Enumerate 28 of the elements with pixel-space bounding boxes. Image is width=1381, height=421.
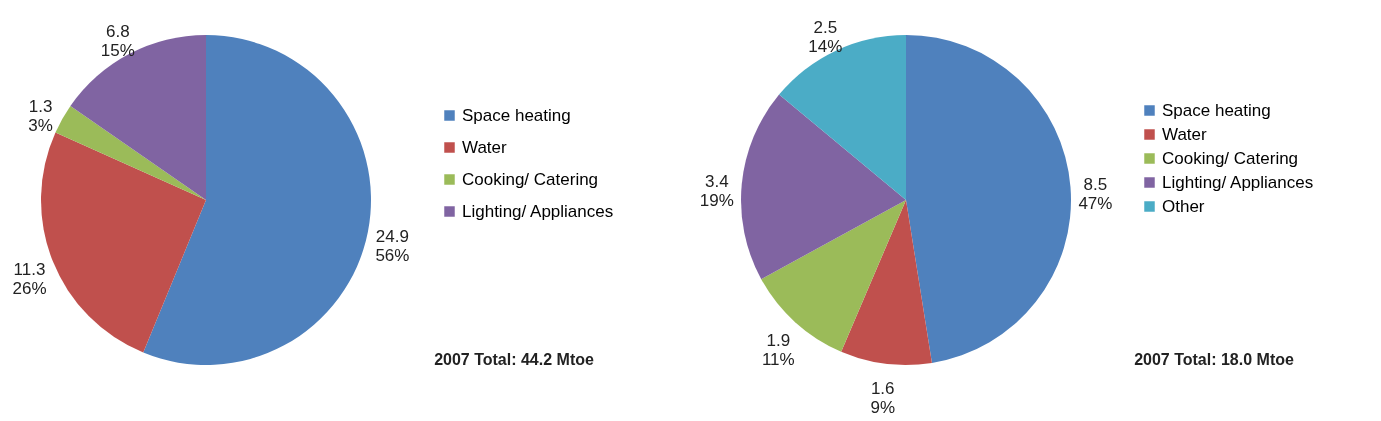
data-label: 11.3 26%	[12, 260, 47, 299]
data-label: 3.4 19%	[699, 171, 734, 210]
pie-slice	[143, 35, 371, 365]
text: 2007 Total: 44.2 Mtoe	[434, 351, 594, 368]
data-label: 6.8 15%	[100, 21, 135, 60]
data-label: 2.5 14%	[808, 18, 843, 56]
data-label: 1.9 11%	[761, 330, 795, 369]
text: 2007 Total: 18.0 Mtoe	[1134, 351, 1294, 368]
data-label: 24.9 56%	[375, 226, 410, 265]
data-label: 1.3 3%	[28, 96, 53, 135]
pie-slice	[741, 94, 906, 280]
data-label: 8.5 47%	[1078, 175, 1113, 214]
pie-slice	[761, 200, 906, 352]
legend-label: Cooking/ Catering	[1162, 148, 1299, 168]
pie-slice	[55, 105, 206, 200]
data-label: 1.6 9%	[870, 378, 896, 417]
pie-slice	[70, 35, 206, 200]
legend-label: Lighting/ Appliances	[1162, 172, 1314, 192]
legend-label: Lighting/ Appliances	[462, 201, 614, 221]
legend-label: Water	[462, 137, 508, 157]
legend-label: Cooking/ Catering	[462, 169, 599, 189]
legend-label: Water	[1162, 124, 1208, 144]
pie-slice	[906, 35, 1071, 363]
legend-label: Space heating	[1162, 100, 1271, 120]
legend-label: Other	[1162, 196, 1205, 216]
legend-label: Space heating	[462, 105, 571, 125]
pie-slice	[841, 200, 932, 365]
pie-slice	[779, 35, 906, 200]
